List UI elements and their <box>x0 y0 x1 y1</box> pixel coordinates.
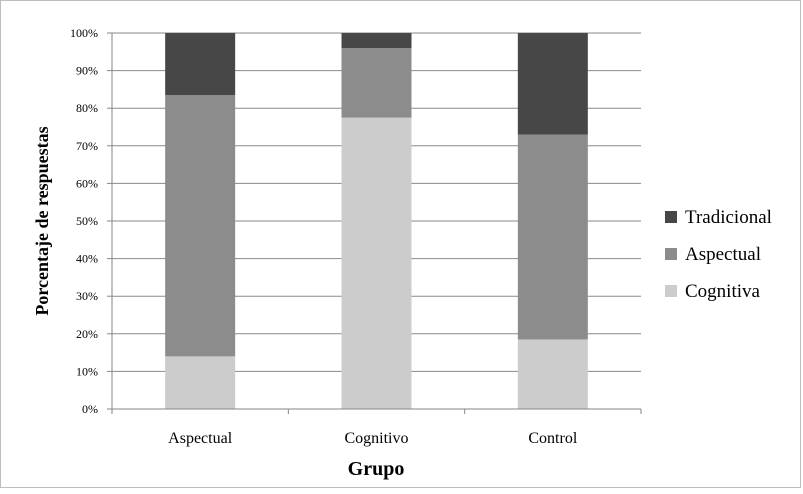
y-tick-label: 10% <box>76 364 98 378</box>
y-tick-label: 70% <box>76 139 98 153</box>
y-axis-title: Porcentaje de respuestas <box>32 126 52 315</box>
x-tick-label: Cognitivo <box>344 430 408 447</box>
legend: Tradicional Aspectual Cognitiva <box>665 207 772 302</box>
bar-cognitiva-cognitivo <box>341 117 412 409</box>
bar-cognitiva-aspectual <box>165 356 236 409</box>
y-tick-label: 30% <box>76 289 98 303</box>
legend-swatch-aspectual <box>665 248 677 260</box>
bar-aspectual-control <box>517 134 588 340</box>
x-tick-label: Aspectual <box>168 430 233 447</box>
bar-tradicional-aspectual <box>165 33 236 96</box>
y-tick-label: 40% <box>76 252 98 266</box>
x-tick-labels: Aspectual Cognitivo Control <box>168 430 578 447</box>
x-tick-label: Control <box>528 430 577 447</box>
legend-label-tradicional: Tradicional <box>685 207 772 228</box>
bar-aspectual-cognitivo <box>341 48 412 118</box>
legend-label-aspectual: Aspectual <box>685 244 761 265</box>
legend-swatch-cognitiva <box>665 285 677 297</box>
bar-tradicional-cognitivo <box>341 33 412 49</box>
y-tick-label: 50% <box>76 214 98 228</box>
y-tick-label: 80% <box>76 101 98 115</box>
y-tick-label: 0% <box>82 402 98 416</box>
y-tick-label: 60% <box>76 176 98 190</box>
legend-swatch-tradicional <box>665 211 677 223</box>
legend-label-cognitiva: Cognitiva <box>685 281 761 302</box>
bars <box>165 33 588 409</box>
bar-cognitiva-control <box>517 339 588 409</box>
bar-tradicional-control <box>517 33 588 135</box>
bar-aspectual-aspectual <box>165 95 236 357</box>
axes <box>111 33 642 414</box>
y-tick-label: 100% <box>70 26 98 40</box>
y-tick-label: 20% <box>76 327 98 341</box>
x-axis-title: Grupo <box>348 458 405 480</box>
y-tick-label: 90% <box>76 64 98 78</box>
y-tick-labels: 0% 10% 20% 30% 40% 50% 60% 70% 80% 90% 100% <box>70 26 98 416</box>
